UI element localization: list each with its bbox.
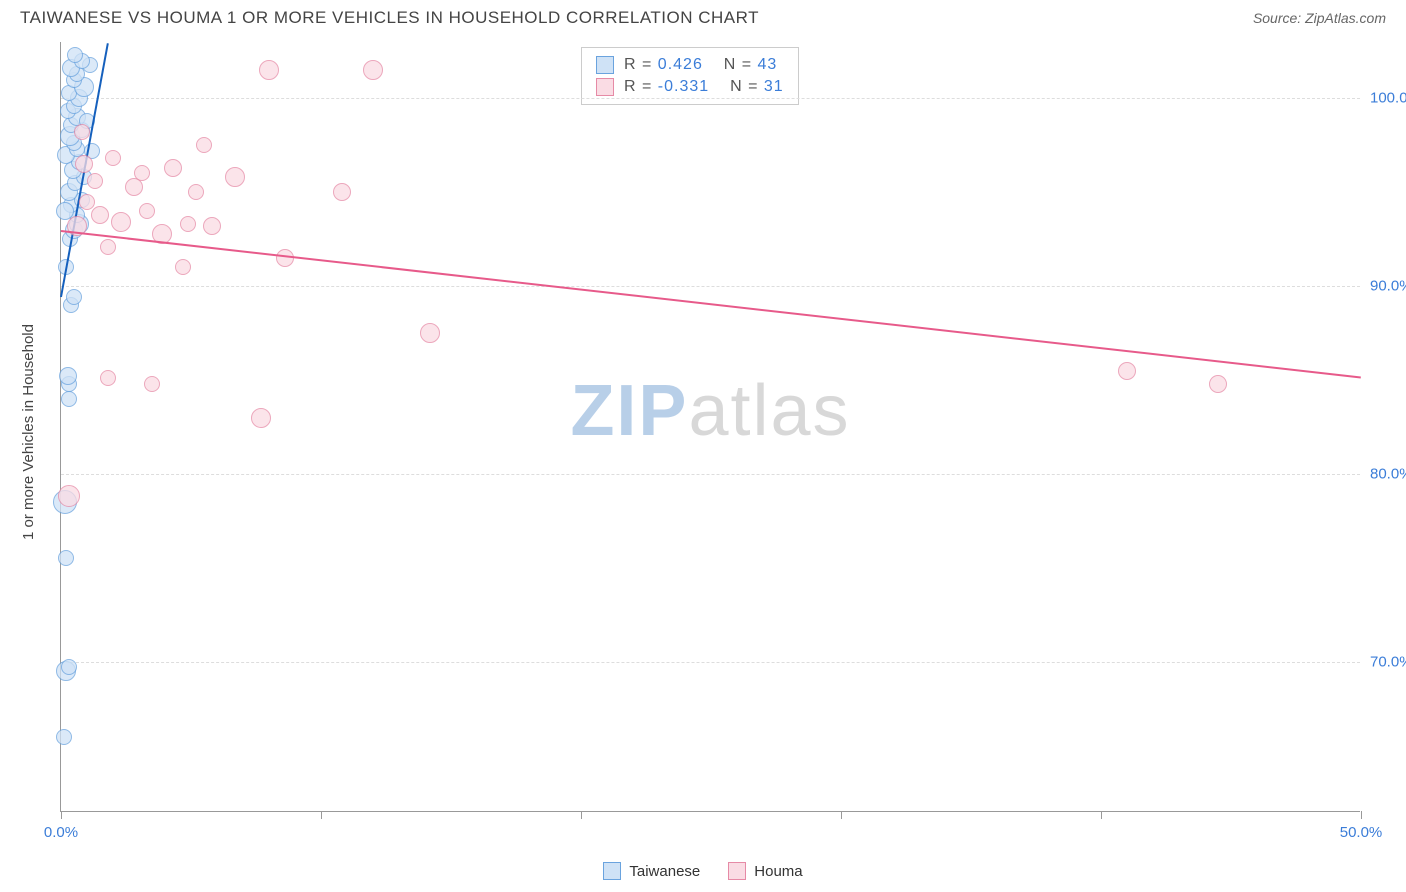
chart-container: 1 or more Vehicles in Household R = 0.42… [0,32,1406,882]
stats-n-label: N = 31 [719,78,783,96]
legend-label: Taiwanese [629,863,700,880]
stats-n-label: N = 43 [713,56,777,74]
x-tick-label: 0.0% [44,824,78,841]
data-point [79,194,95,210]
watermark: ZIPatlas [570,370,850,452]
data-point [333,183,351,201]
data-point [105,150,121,166]
data-point [1209,375,1227,393]
grid-line [61,474,1360,475]
stats-r-label: R = 0.426 [624,56,703,74]
y-axis-label: 1 or more Vehicles in Household [20,324,37,540]
y-tick-label: 70.0% [1370,653,1406,670]
chart-source: Source: ZipAtlas.com [1253,10,1386,26]
data-point [203,217,221,235]
series-legend: Taiwanese Houma [0,862,1406,880]
grid-line [61,286,1360,287]
data-point [363,60,383,80]
x-tick-label: 50.0% [1340,824,1383,841]
y-tick-label: 100.0% [1370,90,1406,107]
stats-r-label: R = -0.331 [624,78,709,96]
data-point [74,124,90,140]
data-point [225,167,245,187]
plot-area: R = 0.426 N = 43R = -0.331 N = 31 ZIPatl… [60,42,1360,812]
data-point [139,203,155,219]
data-point [175,259,191,275]
data-point [91,206,109,224]
data-point [111,212,131,232]
data-point [188,184,204,200]
y-tick-label: 80.0% [1370,465,1406,482]
data-point [61,391,77,407]
stats-swatch [596,56,614,74]
legend-item: Taiwanese [603,862,700,880]
data-point [67,47,83,63]
chart-title: TAIWANESE VS HOUMA 1 OR MORE VEHICLES IN… [20,8,759,28]
x-tick [61,811,62,819]
stats-row: R = 0.426 N = 43 [596,54,784,76]
data-point [259,60,279,80]
grid-line [61,98,1360,99]
x-tick [321,811,322,819]
stats-row: R = -0.331 N = 31 [596,76,784,98]
data-point [196,137,212,153]
data-point [100,239,116,255]
stats-swatch [596,78,614,96]
data-point [56,729,72,745]
data-point [1118,362,1136,380]
x-tick [841,811,842,819]
data-point [59,367,77,385]
legend-swatch [603,862,621,880]
data-point [75,155,93,173]
data-point [134,165,150,181]
x-tick [1361,811,1362,819]
legend-swatch [728,862,746,880]
x-tick [1101,811,1102,819]
data-point [58,550,74,566]
data-point [66,289,82,305]
data-point [100,370,116,386]
data-point [251,408,271,428]
legend-label: Houma [754,863,802,880]
data-point [144,376,160,392]
data-point [420,323,440,343]
legend-item: Houma [728,862,802,880]
regression-line [61,230,1361,378]
grid-line [61,662,1360,663]
data-point [180,216,196,232]
data-point [87,173,103,189]
data-point [164,159,182,177]
x-tick [581,811,582,819]
data-point [61,659,77,675]
y-tick-label: 90.0% [1370,278,1406,295]
stats-legend-box: R = 0.426 N = 43R = -0.331 N = 31 [581,47,799,105]
data-point [58,485,80,507]
